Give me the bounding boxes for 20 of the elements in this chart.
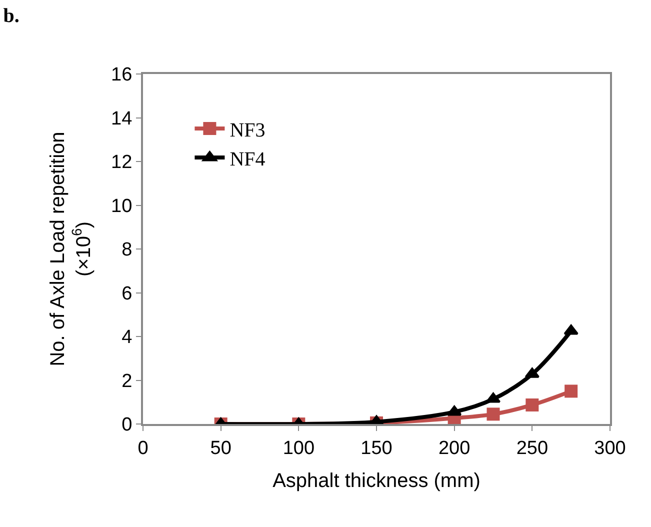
legend-label: NF3 xyxy=(230,119,266,142)
x-axis-title: Asphalt thickness (mm) xyxy=(272,470,480,492)
chart-title: b. xyxy=(3,4,20,27)
x-tick-label: 200 xyxy=(438,438,470,459)
y-tick-label: 8 xyxy=(122,240,132,261)
x-tick-label: 50 xyxy=(210,438,232,459)
legend-label: NF4 xyxy=(230,148,266,170)
x-tick-label: 0 xyxy=(138,438,148,459)
y-tick-label: 2 xyxy=(122,370,132,392)
y-tick-label: 10 xyxy=(111,196,132,217)
x-tick-label: 300 xyxy=(594,438,626,459)
x-tick-label: 250 xyxy=(516,438,548,459)
y-tick-label: 12 xyxy=(111,152,132,174)
y-tick-label: 16 xyxy=(111,64,132,86)
y-tick-label: 0 xyxy=(122,414,132,436)
y-tick-label: 6 xyxy=(122,283,132,304)
x-tick-label: 100 xyxy=(282,438,315,459)
x-tick-label: 150 xyxy=(360,438,392,459)
y-tick-label: 14 xyxy=(111,108,133,130)
y-tick-label: 4 xyxy=(122,327,133,348)
